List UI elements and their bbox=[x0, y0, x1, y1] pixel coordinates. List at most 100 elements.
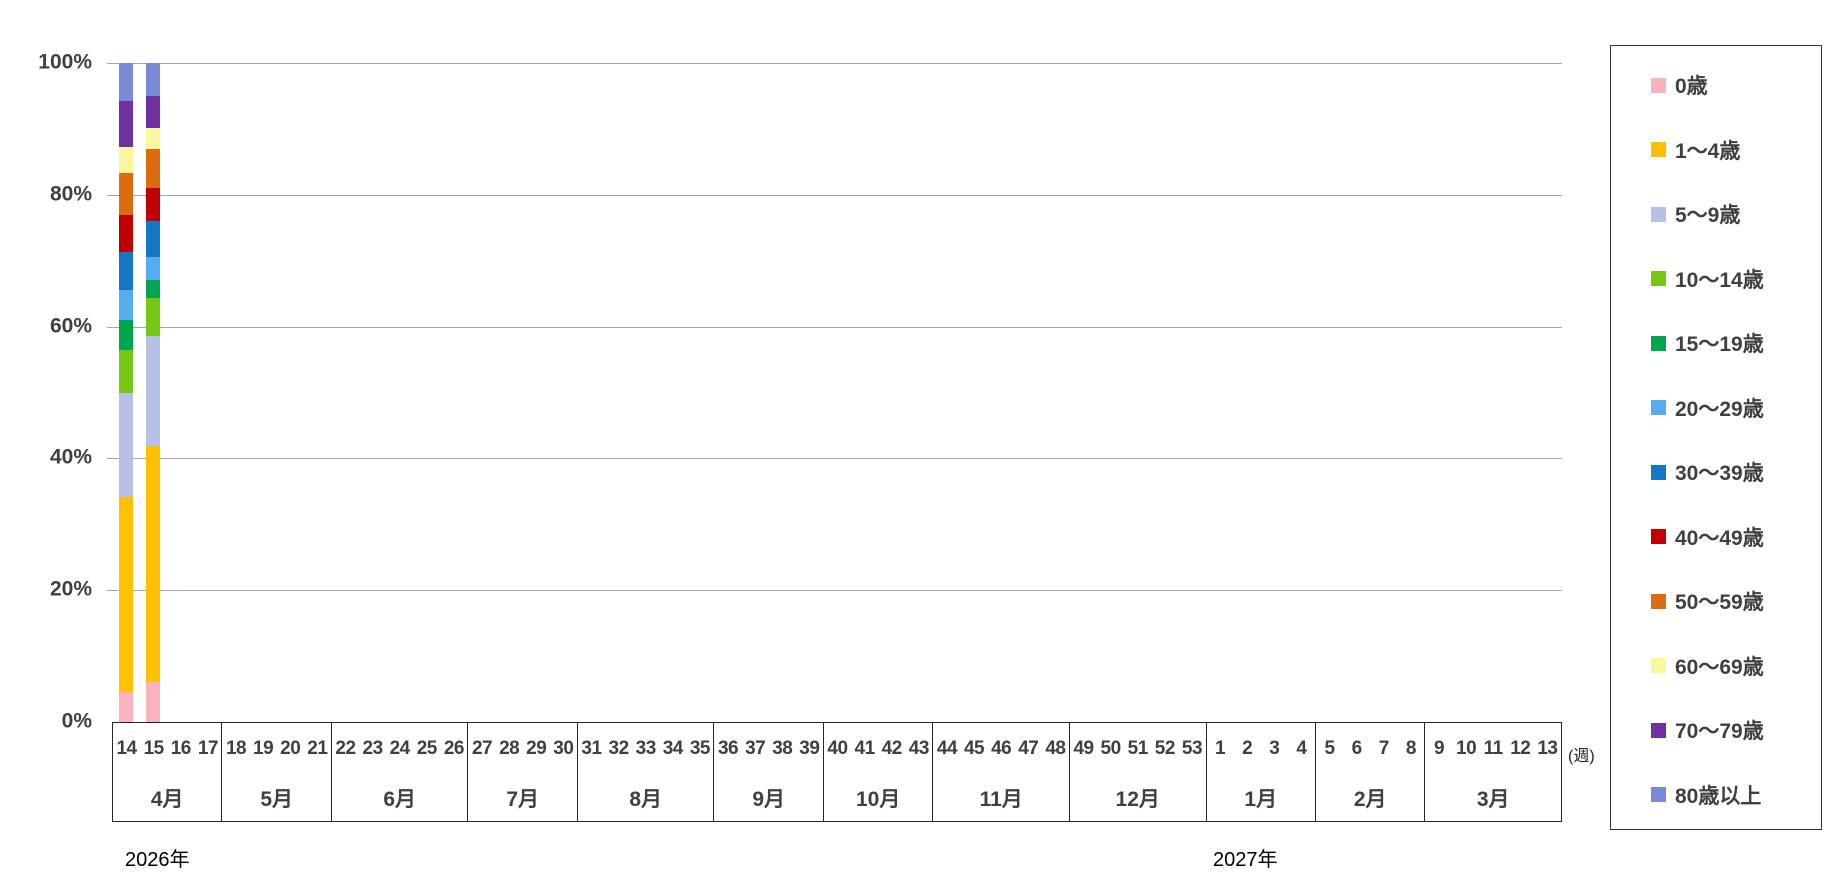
legend-label: 40〜49歳 bbox=[1675, 526, 1764, 550]
week-label-40: 40 bbox=[827, 738, 848, 759]
bar-segment-40〜49歳 bbox=[146, 187, 161, 222]
week-label-3: 3 bbox=[1269, 738, 1280, 759]
week-label-1: 1 bbox=[1215, 738, 1226, 759]
legend-swatch-30〜39歳 bbox=[1651, 464, 1666, 480]
bar-segment-30〜39歳 bbox=[146, 221, 161, 258]
month-group-5月: 18 19 20 21 5月 bbox=[222, 723, 332, 821]
month-label-3月: 3月 bbox=[1476, 788, 1510, 811]
week-label-33: 33 bbox=[635, 738, 657, 759]
week-label-50: 50 bbox=[1100, 738, 1122, 759]
week-label-26: 26 bbox=[443, 738, 465, 759]
week-label-21: 21 bbox=[307, 738, 328, 759]
week-label-52: 52 bbox=[1154, 738, 1176, 759]
week-number-row: 27 28 29 30 bbox=[468, 723, 576, 775]
y-tick-label-40: 40% bbox=[49, 445, 92, 469]
bar-week-14 bbox=[118, 63, 133, 722]
month-group-10月: 40 41 42 43 10月 bbox=[824, 723, 934, 821]
legend-swatch-20〜29歳 bbox=[1651, 400, 1666, 416]
week-number-row: 14 15 16 17 bbox=[113, 723, 221, 775]
month-label-2月: 2月 bbox=[1353, 788, 1387, 811]
week-label-29: 29 bbox=[526, 738, 547, 759]
bar-segment-80歳以上 bbox=[146, 63, 161, 97]
legend-item-10〜14歳: 10〜14歳 bbox=[1651, 264, 1815, 294]
x-axis-unit-label: (週) bbox=[1568, 748, 1595, 765]
month-label-9月: 9月 bbox=[752, 788, 786, 811]
legend-label: 0歳 bbox=[1675, 75, 1708, 98]
legend-label: 30〜39歳 bbox=[1675, 462, 1764, 486]
legend-swatch-5〜9歳 bbox=[1651, 206, 1666, 222]
plot-area bbox=[107, 63, 1562, 722]
month-group-1月: 1 2 3 4 1月 bbox=[1207, 723, 1316, 821]
bar-segment-70〜79歳 bbox=[146, 96, 161, 128]
week-label-34: 34 bbox=[662, 738, 684, 759]
legend: 0歳 1〜4歳 5〜9歳 10〜14歳 15〜19歳 20〜29歳 30〜39歳 40〜49歳… bbox=[1610, 45, 1822, 830]
legend-item-15〜19歳: 15〜19歳 bbox=[1651, 328, 1815, 358]
month-group-2月: 5 6 7 8 2月 bbox=[1316, 723, 1426, 821]
bar-segment-5〜9歳 bbox=[118, 393, 133, 497]
month-label-12月: 12月 bbox=[1115, 788, 1160, 811]
bar-week-15 bbox=[146, 63, 161, 722]
y-tick-label-0: 0% bbox=[61, 709, 92, 733]
week-label-8: 8 bbox=[1405, 738, 1417, 759]
legend-swatch-60〜69歳 bbox=[1651, 658, 1666, 674]
legend-label: 50〜59歳 bbox=[1675, 591, 1764, 615]
month-group-6月: 22 23 24 25 26 6月 bbox=[332, 723, 469, 821]
week-label-5: 5 bbox=[1324, 738, 1335, 759]
month-label-4月: 4月 bbox=[150, 788, 184, 811]
week-label-18: 18 bbox=[225, 738, 247, 759]
bar-segment-0歳 bbox=[146, 681, 161, 722]
week-label-25: 25 bbox=[416, 738, 438, 759]
week-number-row: 49 50 51 52 53 bbox=[1070, 723, 1206, 775]
legend-swatch-70〜79歳 bbox=[1651, 722, 1666, 738]
bar-segment-80歳以上 bbox=[118, 63, 133, 102]
week-label-41: 41 bbox=[854, 738, 876, 759]
week-label-36: 36 bbox=[717, 738, 739, 759]
bar-segment-30〜39歳 bbox=[118, 251, 133, 290]
legend-item-20〜29歳: 20〜29歳 bbox=[1651, 393, 1815, 423]
bar-segment-50〜59歳 bbox=[118, 173, 133, 216]
legend-item-5〜9歳: 5〜9歳 bbox=[1651, 199, 1815, 229]
week-label-27: 27 bbox=[471, 738, 493, 759]
legend-label: 5〜9歳 bbox=[1675, 204, 1741, 228]
bar-segment-70〜79歳 bbox=[118, 101, 133, 147]
week-label-19: 19 bbox=[253, 738, 274, 759]
week-label-47: 47 bbox=[1018, 738, 1039, 759]
legend-label: 1〜4歳 bbox=[1675, 139, 1741, 163]
week-label-39: 39 bbox=[799, 738, 820, 759]
week-number-row: 31 32 33 34 35 bbox=[578, 723, 714, 775]
bar-segment-15〜19歳 bbox=[118, 320, 133, 350]
month-label-8月: 8月 bbox=[629, 788, 663, 811]
week-label-49: 49 bbox=[1073, 738, 1094, 759]
week-label-28: 28 bbox=[499, 738, 520, 759]
month-group-8月: 31 32 33 34 35 8月 bbox=[578, 723, 715, 821]
week-label-6: 6 bbox=[1351, 738, 1363, 759]
legend-item-40〜49歳: 40〜49歳 bbox=[1651, 522, 1815, 552]
week-number-row: 36 37 38 39 bbox=[714, 723, 822, 775]
month-label-5月: 5月 bbox=[260, 788, 294, 811]
week-label-22: 22 bbox=[335, 738, 356, 759]
month-label-1月: 1月 bbox=[1244, 788, 1278, 811]
month-group-7月: 27 28 29 30 7月 bbox=[468, 723, 578, 821]
month-group-3月: 9 10 11 12 13 3月 bbox=[1425, 723, 1561, 821]
gridline-80 bbox=[107, 194, 1562, 196]
legend-swatch-1〜4歳 bbox=[1651, 142, 1666, 158]
legend-item-60〜69歳: 60〜69歳 bbox=[1651, 651, 1815, 681]
bar-segment-60〜69歳 bbox=[118, 146, 133, 174]
month-group-9月: 36 37 38 39 9月 bbox=[714, 723, 824, 821]
month-group-11月: 44 45 46 47 48 11月 bbox=[933, 723, 1070, 821]
week-label-44: 44 bbox=[936, 738, 958, 759]
week-label-12: 12 bbox=[1510, 738, 1531, 759]
week-label-30: 30 bbox=[553, 738, 574, 759]
legend-item-50〜59歳: 50〜59歳 bbox=[1651, 586, 1815, 616]
x-axis-table: 14 15 16 17 4月 18 19 20 21 5月 22 23 24 25 26 6月 27 28 29 30… bbox=[112, 722, 1562, 822]
bar-segment-10〜14歳 bbox=[118, 349, 133, 394]
legend-swatch-50〜59歳 bbox=[1651, 593, 1666, 609]
legend-label: 80歳以上 bbox=[1675, 784, 1762, 808]
bar-segment-20〜29歳 bbox=[146, 257, 161, 280]
gridline-100 bbox=[107, 63, 1562, 64]
legend-swatch-10〜14歳 bbox=[1651, 271, 1666, 287]
month-group-4月: 14 15 16 17 4月 bbox=[113, 723, 223, 821]
week-label-2: 2 bbox=[1242, 738, 1253, 759]
